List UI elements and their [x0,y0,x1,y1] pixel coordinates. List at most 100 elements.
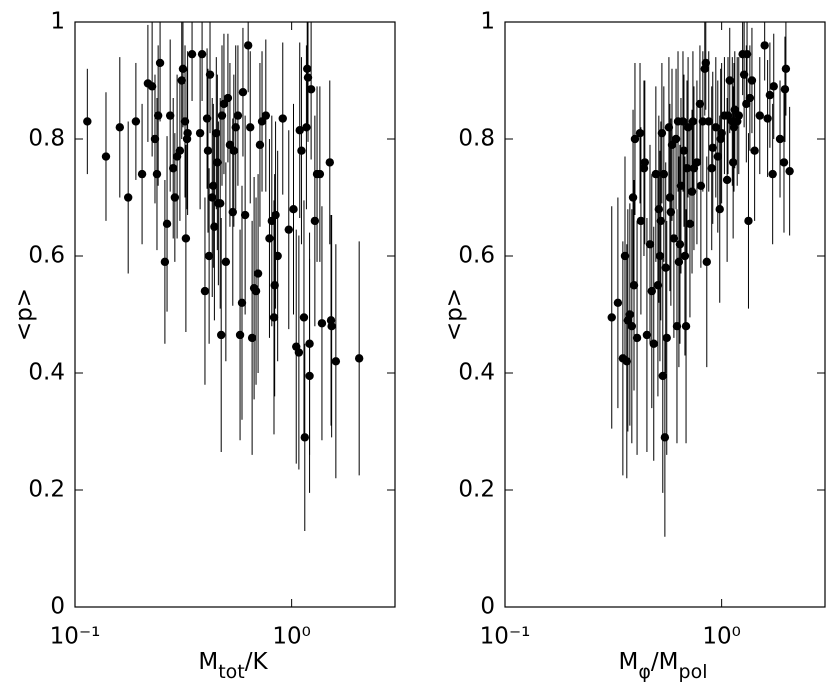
point [723,111,733,120]
point [255,140,265,150]
point [688,117,698,126]
point [240,210,250,220]
point [204,251,214,261]
point [170,193,180,202]
point [123,193,133,202]
point [683,123,693,132]
point [327,322,336,331]
y-tick-label: 0.4 [458,360,495,386]
plot-frame [74,21,396,608]
data-layer [607,22,794,537]
point [671,134,681,144]
point [217,330,226,340]
point [658,371,667,381]
point [675,240,685,249]
point [725,76,734,85]
point [651,169,661,179]
point [303,73,313,82]
point [755,111,764,120]
point [246,123,255,132]
point [742,49,752,59]
data-layer [83,22,364,531]
point [768,169,777,179]
point [152,169,162,179]
point [269,313,279,322]
point [331,357,341,366]
point [679,146,689,155]
x-axis-label-part: M [619,649,639,675]
x-axis-label-part: tot [218,661,245,683]
point [678,117,688,126]
point [680,251,690,261]
point [237,298,247,307]
point [210,222,219,231]
point [702,257,711,267]
point [131,117,141,126]
point [728,158,738,167]
point [303,64,312,74]
point [305,339,314,348]
point [632,333,642,343]
x-tick-label: 10⁻¹ [50,624,101,650]
point [300,433,309,442]
point [659,169,669,179]
point [295,126,304,135]
point [665,193,675,202]
point [284,225,293,234]
y-tick-label: 0.2 [458,477,495,503]
x-axis-label: Mtot/K [198,649,268,683]
point [760,41,769,50]
point [769,82,778,91]
x-axis-label-part: /K [245,649,269,675]
point [221,257,231,267]
x-axis-label: Mφ/Mpol [619,649,708,683]
point [297,146,306,155]
point [682,164,692,173]
point [187,49,197,59]
x-tick-label: 10⁰ [272,624,311,650]
point [763,114,772,123]
point [315,169,325,179]
point [175,146,185,155]
point [779,158,789,167]
x-axis-label-part: pol [679,661,708,683]
point [734,111,743,120]
point [781,64,791,74]
point [666,207,676,217]
point [228,207,237,217]
y-tick-label: 0.6 [28,243,65,269]
point [647,286,656,296]
point [261,111,271,120]
point [628,193,638,202]
point [711,123,721,132]
point [213,158,222,167]
y-tick-label: 0.2 [28,477,65,503]
y-axis-label: <p> [442,288,468,341]
point [208,193,217,202]
point [780,85,790,94]
point [739,70,749,79]
point [231,123,240,132]
point [620,251,630,261]
point [155,58,165,68]
point [229,146,239,155]
point [165,111,175,120]
x-axis-label-part: M [198,649,218,675]
y-tick-label: 0 [50,594,65,620]
point [785,166,794,176]
point [137,169,147,179]
y-tick-label: 0 [480,594,495,620]
point [233,111,243,120]
x-axis-label-part: φ [638,661,651,683]
point [676,181,686,190]
point [289,205,298,214]
point [672,322,682,331]
y-tick-label: 1 [480,9,495,35]
point [294,348,304,357]
point [717,128,726,138]
point [160,257,170,267]
y-tick-label: 0.6 [458,243,495,269]
point [657,128,667,138]
point [153,111,163,120]
point [645,240,655,249]
